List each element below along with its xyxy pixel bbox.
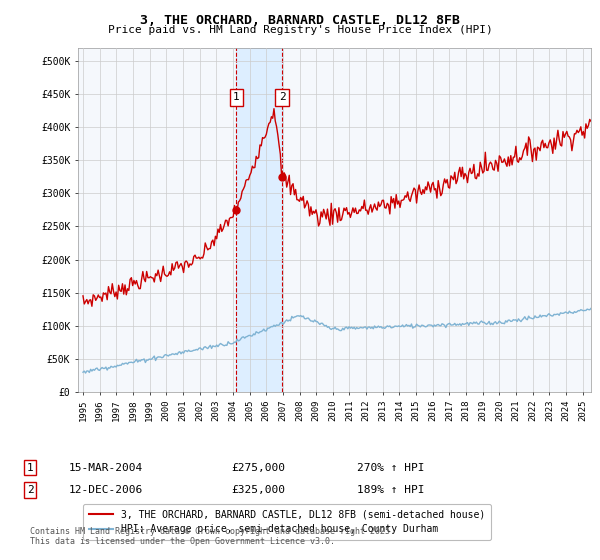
Text: 3, THE ORCHARD, BARNARD CASTLE, DL12 8FB: 3, THE ORCHARD, BARNARD CASTLE, DL12 8FB [140, 14, 460, 27]
Text: 12-DEC-2006: 12-DEC-2006 [69, 485, 143, 495]
Text: 1: 1 [26, 463, 34, 473]
Text: 15-MAR-2004: 15-MAR-2004 [69, 463, 143, 473]
Text: 1: 1 [233, 92, 240, 102]
Text: £275,000: £275,000 [231, 463, 285, 473]
Text: 270% ↑ HPI: 270% ↑ HPI [357, 463, 425, 473]
Text: Contains HM Land Registry data © Crown copyright and database right 2025.
This d: Contains HM Land Registry data © Crown c… [30, 526, 395, 546]
Text: 2: 2 [26, 485, 34, 495]
Text: 2: 2 [278, 92, 286, 102]
Text: 189% ↑ HPI: 189% ↑ HPI [357, 485, 425, 495]
Text: Price paid vs. HM Land Registry's House Price Index (HPI): Price paid vs. HM Land Registry's House … [107, 25, 493, 35]
Legend: 3, THE ORCHARD, BARNARD CASTLE, DL12 8FB (semi-detached house), HPI: Average pri: 3, THE ORCHARD, BARNARD CASTLE, DL12 8FB… [83, 503, 491, 540]
Bar [236, 48, 282, 392]
Text: £325,000: £325,000 [231, 485, 285, 495]
